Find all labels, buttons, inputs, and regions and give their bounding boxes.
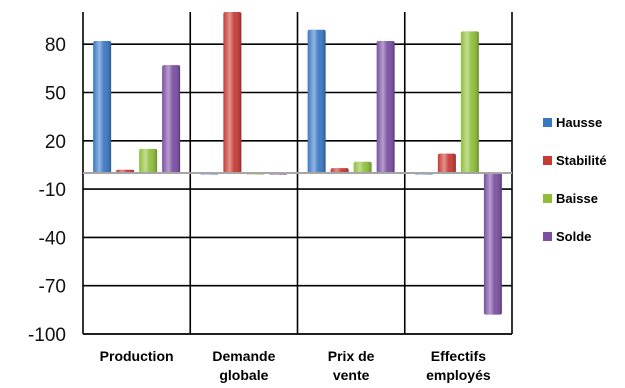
category-label-line: employés bbox=[426, 367, 491, 383]
bar-stabilite-4-gloss bbox=[437, 153, 456, 173]
legend-label-solde: Solde bbox=[556, 229, 591, 244]
bar-hausse-3-gloss bbox=[307, 29, 326, 174]
category-label-production: Production bbox=[100, 348, 174, 364]
bars bbox=[93, 12, 502, 315]
legend-label-hausse: Hausse bbox=[556, 115, 602, 130]
category-label-line: globale bbox=[219, 367, 268, 383]
y-tick-label: 80 bbox=[45, 35, 66, 56]
bar-stabilite-3-gloss bbox=[330, 168, 349, 173]
legend: Hausse Stabilité Baisse Solde bbox=[543, 115, 607, 244]
bar-baisse-3-gloss bbox=[353, 161, 372, 173]
legend-swatch-hausse bbox=[543, 118, 552, 127]
legend-label-stabilite: Stabilité bbox=[556, 153, 607, 168]
bar-baisse-4-gloss bbox=[460, 31, 479, 173]
category-label-line: vente bbox=[333, 367, 370, 383]
bar-solde-1-gloss bbox=[162, 65, 181, 173]
category-label-effectifs-employes: Effectifs employés bbox=[426, 348, 491, 383]
category-label-prix-de-vente: Prix de vente bbox=[328, 348, 375, 383]
legend-swatch-baisse bbox=[543, 194, 552, 203]
bar-solde-3-gloss bbox=[376, 40, 395, 174]
y-tick-label: 50 bbox=[45, 84, 66, 105]
y-tick-label: -100 bbox=[28, 325, 66, 346]
legend-swatch-stabilite bbox=[543, 156, 552, 165]
bar-solde-4-gloss bbox=[483, 173, 502, 315]
bar-stabilite-2-gloss bbox=[223, 12, 242, 173]
y-tick-label: -70 bbox=[39, 277, 66, 298]
y-tick-label: 20 bbox=[45, 132, 66, 153]
category-label-line: Production bbox=[100, 348, 174, 364]
axes: 80 50 20 -10 -40 -70 -100 Production Demande glob… bbox=[28, 35, 512, 383]
y-tick-label: -40 bbox=[39, 228, 66, 249]
bar-baisse-1-gloss bbox=[139, 148, 158, 173]
legend-swatch-solde bbox=[543, 232, 552, 241]
legend-label-baisse: Baisse bbox=[556, 191, 598, 206]
category-label-line: Prix de bbox=[328, 348, 375, 364]
category-label-line: Effectifs bbox=[431, 348, 486, 364]
y-tick-label: -10 bbox=[39, 180, 66, 201]
category-label-line: Demande bbox=[212, 348, 275, 364]
bar-hausse-1-gloss bbox=[93, 40, 112, 174]
category-label-demande-globale: Demande globale bbox=[212, 348, 275, 383]
